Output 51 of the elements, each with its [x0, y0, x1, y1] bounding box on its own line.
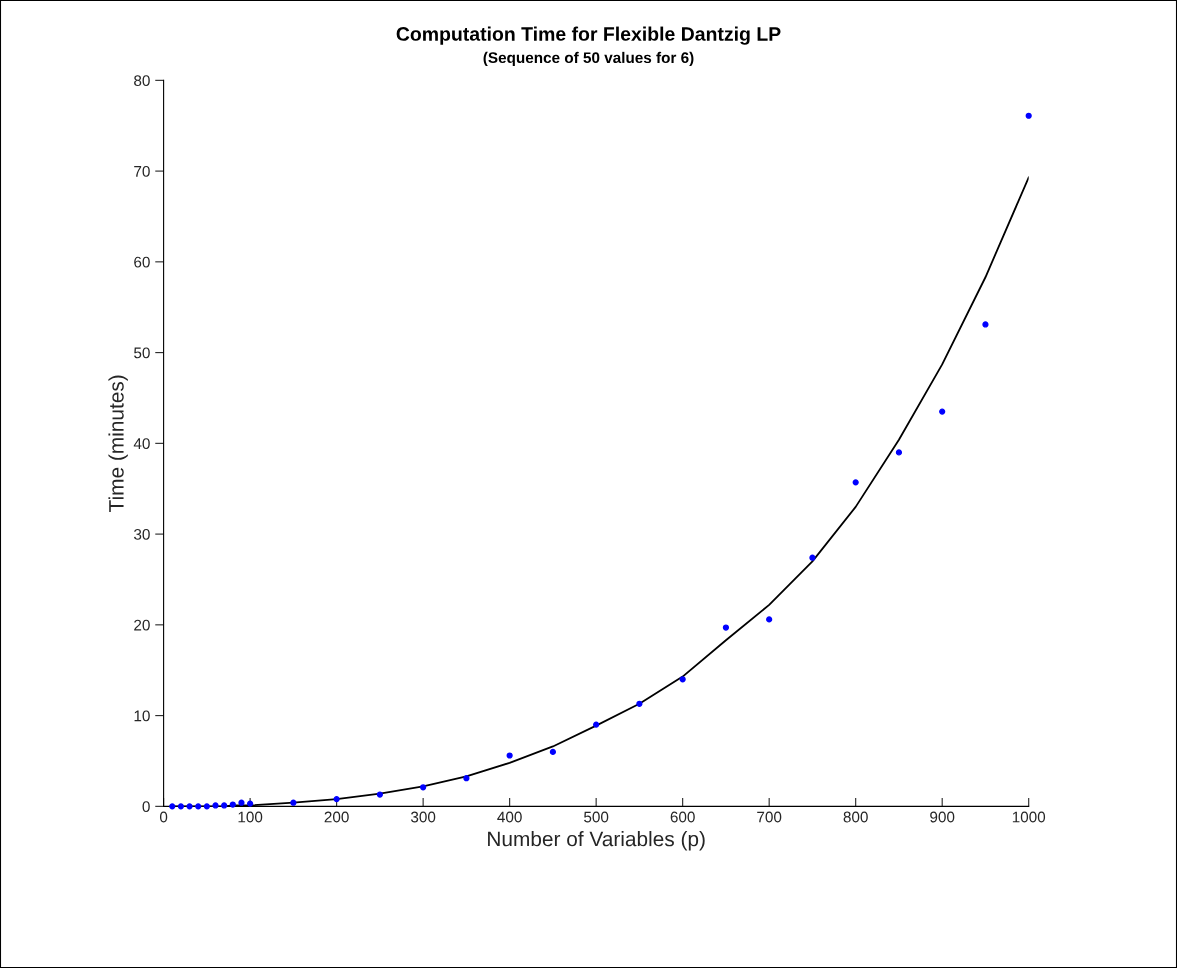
- y-tick-label: 10: [134, 710, 150, 722]
- point: [333, 795, 340, 803]
- y-tick-label: 70: [134, 165, 150, 177]
- point: [766, 616, 773, 623]
- point: [221, 802, 228, 809]
- y-tick-label: 0: [142, 801, 150, 813]
- x-tick-label: 600: [670, 811, 695, 823]
- point: [195, 803, 202, 810]
- x-tick-label: 0: [159, 811, 168, 823]
- y-axis-title: Time (minutes): [108, 375, 128, 512]
- x-tick-label: 900: [930, 811, 955, 823]
- point: [895, 449, 903, 456]
- point: [506, 752, 513, 759]
- point: [549, 748, 556, 755]
- point: [939, 408, 946, 415]
- point: [982, 321, 989, 328]
- point: [290, 799, 297, 806]
- point: [809, 554, 816, 561]
- point: [203, 803, 210, 810]
- point: [186, 803, 193, 810]
- point: [852, 479, 859, 486]
- chart-subtitle: (Sequence of 50 values for 6): [483, 51, 694, 67]
- y-tick-label: 50: [134, 347, 150, 359]
- point: [229, 801, 236, 808]
- point: [722, 624, 730, 631]
- x-tick-label: 700: [757, 811, 782, 823]
- x-axis-title: Number of Variables (p): [488, 831, 705, 851]
- point: [420, 784, 427, 791]
- y-tick-label: 20: [134, 619, 150, 631]
- point: [679, 676, 686, 683]
- point: [636, 700, 643, 707]
- x-tick-label: 800: [843, 811, 868, 823]
- x-tick-label: 400: [497, 811, 522, 823]
- point: [238, 799, 245, 806]
- x-tick-label: 300: [410, 811, 436, 823]
- y-tick-label: 60: [134, 256, 150, 268]
- x-tick-label: 100: [238, 811, 263, 823]
- point: [177, 803, 185, 810]
- y-tick-label: 40: [133, 438, 150, 450]
- y-tick-label: 30: [134, 528, 150, 540]
- point: [169, 803, 176, 810]
- chart-title: Computation Time for Flexible Dantzig LP: [396, 26, 781, 45]
- point: [463, 775, 470, 782]
- x-tick-label: 200: [324, 811, 349, 823]
- point: [376, 791, 383, 798]
- x-tick-label: 500: [584, 811, 609, 823]
- x-tick-label: 1000: [1012, 811, 1046, 823]
- point: [1025, 112, 1032, 119]
- y-tick-label: 80: [134, 75, 150, 87]
- point: [593, 721, 600, 728]
- point: [212, 802, 219, 809]
